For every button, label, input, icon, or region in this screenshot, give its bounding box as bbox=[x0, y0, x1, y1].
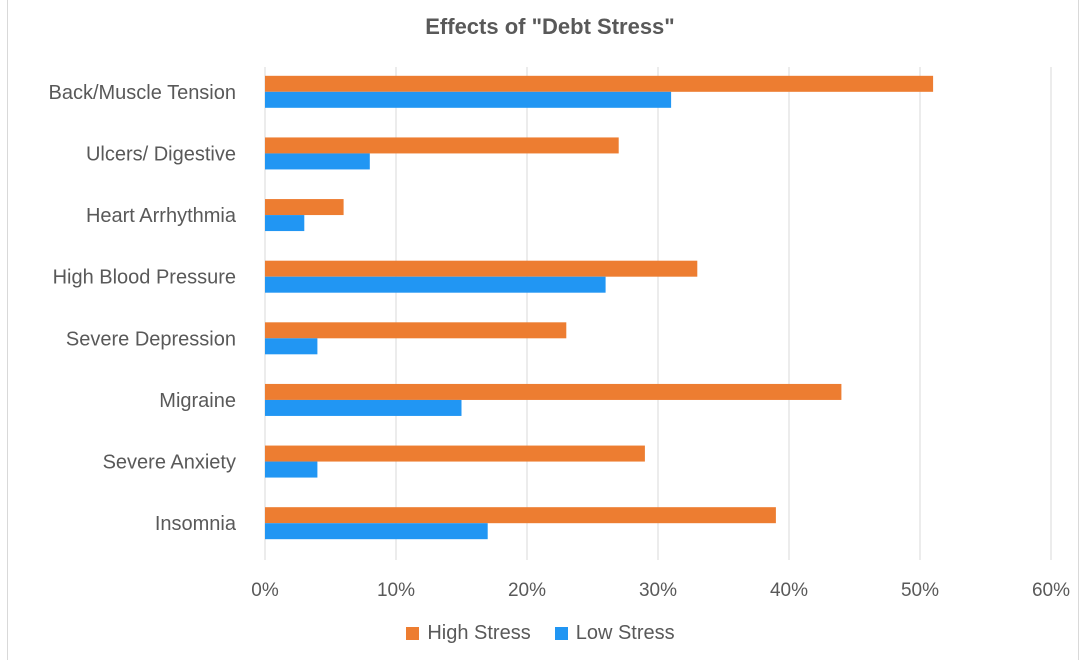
bar-high-stress-high-blood-pressure bbox=[265, 260, 698, 277]
bar-low-stress-high-blood-pressure bbox=[265, 276, 606, 293]
x-tick-label: 30% bbox=[639, 580, 677, 601]
bar-low-stress-heart-arrhythmia bbox=[265, 215, 305, 232]
bar-high-stress-insomnia bbox=[265, 507, 776, 524]
x-tick-label: 0% bbox=[251, 580, 279, 601]
x-tick-label: 10% bbox=[377, 580, 415, 601]
bar-high-stress-migraine bbox=[265, 383, 842, 400]
category-label: Severe Depression bbox=[66, 328, 236, 350]
bar-high-stress-heart-arrhythmia bbox=[265, 199, 344, 216]
legend-item-low-stress: Low Stress bbox=[554, 622, 675, 645]
category-label: Insomnia bbox=[155, 513, 237, 535]
x-tick-label: 40% bbox=[770, 580, 808, 601]
category-label: Heart Arrhythmia bbox=[86, 205, 237, 227]
bar-chart: 0% 10% 20% 30% 40% 50% 60% Back/Muscle Tension U… bbox=[49, 67, 1070, 601]
category-label: Severe Anxiety bbox=[103, 452, 236, 474]
category-label: High Blood Pressure bbox=[53, 267, 236, 289]
bar-high-stress-severe-depression bbox=[265, 322, 567, 339]
legend-label-low-stress: Low Stress bbox=[575, 622, 675, 644]
x-tick-label: 20% bbox=[508, 580, 546, 601]
legend-swatch-high-stress bbox=[406, 627, 420, 640]
bar-low-stress-ulcers-digestive bbox=[265, 153, 370, 170]
bar-low-stress-migraine bbox=[265, 399, 462, 416]
x-tick-label: 50% bbox=[901, 580, 939, 601]
category-label: Ulcers/ Digestive bbox=[86, 143, 236, 165]
legend-item-high-stress: High Stress bbox=[406, 622, 531, 645]
bar-low-stress-back-muscle-tension bbox=[265, 91, 672, 108]
chart-frame bbox=[7, 0, 1079, 660]
legend-label-high-stress: High Stress bbox=[427, 622, 531, 644]
legend: High Stress Low Stress bbox=[0, 622, 1081, 645]
bar-high-stress-severe-anxiety bbox=[265, 445, 645, 462]
bar-low-stress-severe-anxiety bbox=[265, 461, 318, 478]
bar-high-stress-ulcers-digestive bbox=[265, 137, 619, 154]
category-label: Migraine bbox=[159, 390, 236, 412]
bar-low-stress-severe-depression bbox=[265, 338, 318, 355]
bar-low-stress-insomnia bbox=[265, 523, 488, 540]
chart-title: Effects of "Debt Stress" bbox=[425, 14, 675, 39]
category-label: Back/Muscle Tension bbox=[49, 82, 237, 104]
legend-swatch-low-stress bbox=[554, 627, 568, 640]
bar-high-stress-back-muscle-tension bbox=[265, 75, 934, 92]
x-tick-label: 60% bbox=[1032, 580, 1070, 601]
